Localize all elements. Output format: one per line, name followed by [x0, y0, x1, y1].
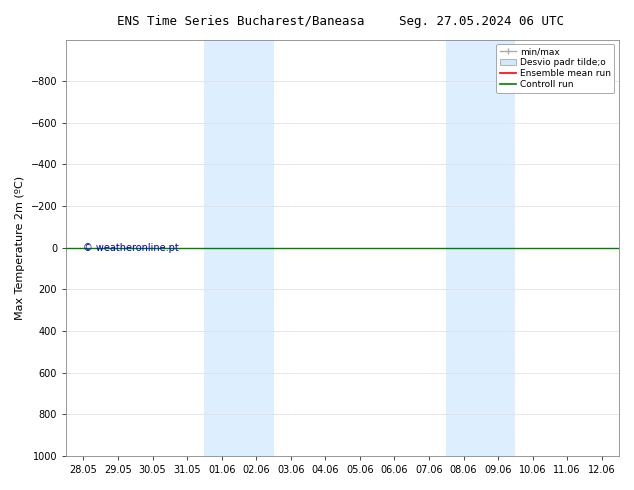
- Y-axis label: Max Temperature 2m (ºC): Max Temperature 2m (ºC): [15, 176, 25, 320]
- Legend: min/max, Desvio padr tilde;o, Ensemble mean run, Controll run: min/max, Desvio padr tilde;o, Ensemble m…: [496, 44, 614, 93]
- Bar: [446, 40, 481, 456]
- Bar: [481, 40, 515, 456]
- Text: © weatheronline.pt: © weatheronline.pt: [83, 243, 179, 253]
- Text: Seg. 27.05.2024 06 UTC: Seg. 27.05.2024 06 UTC: [399, 15, 564, 28]
- Bar: [204, 40, 239, 456]
- Bar: [239, 40, 273, 456]
- Text: ENS Time Series Bucharest/Baneasa: ENS Time Series Bucharest/Baneasa: [117, 15, 365, 28]
